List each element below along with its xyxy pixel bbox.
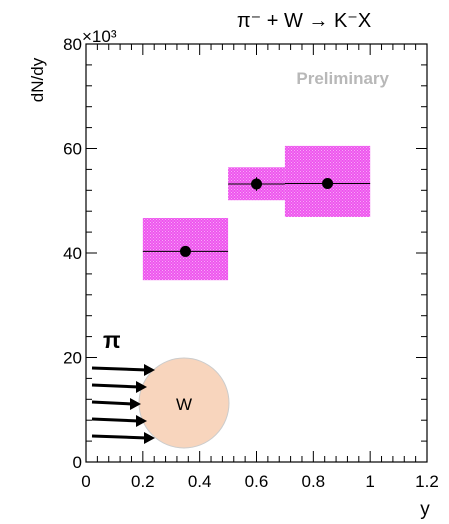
beam-arrow-head <box>136 381 147 393</box>
beam-arrow-shaft <box>91 417 140 423</box>
axis-ticks <box>85 43 428 463</box>
y-multiplier-label: ×10³ <box>82 27 117 46</box>
x-tick-label: 0 <box>81 472 90 491</box>
y-tick-label: 80 <box>63 35 82 54</box>
beam-arrow-head <box>144 432 155 444</box>
beam-arrow-shaft <box>91 434 148 440</box>
x-tick-label: 0.6 <box>245 472 269 491</box>
data-point <box>251 178 262 190</box>
y-tick-label: 60 <box>63 140 82 159</box>
y-tick-label: 0 <box>73 453 82 472</box>
x-tick-label: 0.2 <box>131 472 155 491</box>
preliminary-watermark: Preliminary <box>296 69 389 88</box>
plot-frame <box>85 43 428 463</box>
beam-arrow-shaft <box>91 383 140 389</box>
x-tick-label: 0.4 <box>188 472 212 491</box>
y-axis-label: dN/dy <box>28 57 47 102</box>
x-tick-label: 1 <box>365 472 374 491</box>
data-point <box>179 245 191 257</box>
beam-arrow-shaft <box>91 400 134 406</box>
systematic-error-boxes <box>142 145 371 281</box>
y-tick-label: 40 <box>63 244 82 263</box>
y-tick-label: 20 <box>63 349 82 368</box>
beam-arrow-head <box>136 415 147 427</box>
beam-arrow-head <box>130 398 141 410</box>
chart-title: π⁻ + W → K⁻X <box>237 10 371 32</box>
data-points <box>142 177 371 257</box>
data-point <box>322 178 334 190</box>
beam-label: π <box>103 327 121 353</box>
x-tick-label: 1.2 <box>415 472 439 491</box>
collision-inset: π W <box>91 327 230 449</box>
beam-arrow-shaft <box>91 366 148 372</box>
axis-tick-labels: 0 0.2 0.4 0.6 0.8 1 1.2 0 20 40 60 80 <box>63 35 439 491</box>
beam-arrows <box>91 364 155 444</box>
beam-arrow-head <box>144 364 155 376</box>
target-label: W <box>176 395 192 414</box>
x-tick-label: 0.8 <box>302 472 326 491</box>
x-axis-label: y <box>420 499 430 520</box>
